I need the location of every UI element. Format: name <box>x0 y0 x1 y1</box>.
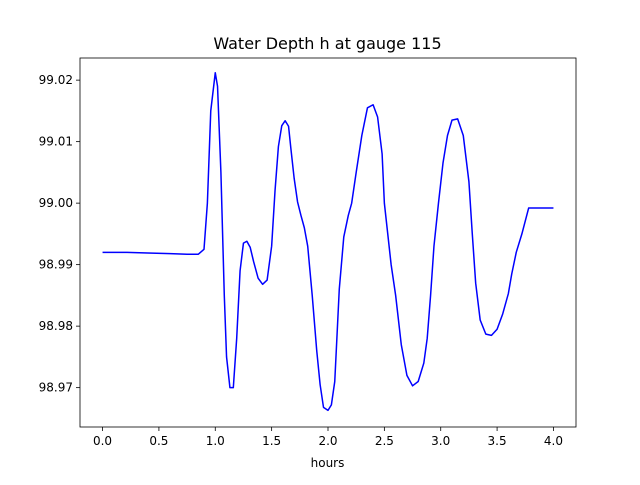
x-axis-label: hours <box>311 456 345 470</box>
axes-frame <box>79 57 577 428</box>
y-tick-label: 98.98 <box>39 319 73 333</box>
plot-area <box>79 57 577 428</box>
x-tick-label: 3.5 <box>488 434 507 448</box>
x-tick-label: 2.0 <box>318 434 337 448</box>
y-tick-label: 98.97 <box>39 381 73 395</box>
x-tick-label: 4.0 <box>544 434 563 448</box>
y-tick-label: 98.99 <box>39 258 73 272</box>
chart-title: Water Depth h at gauge 115 <box>213 34 441 53</box>
y-tick-label: 99.02 <box>39 73 73 87</box>
x-axis: 0.0 0.5 1.0 1.5 2.0 2.5 3.0 3.5 4.0 <box>93 427 563 448</box>
y-tick-label: 99.00 <box>39 196 73 210</box>
y-tick-label: 99.01 <box>39 135 73 149</box>
series-line-0 <box>102 72 554 412</box>
x-tick-label: 2.5 <box>375 434 394 448</box>
y-axis: 98.97 98.98 98.99 99.00 99.01 99.02 <box>39 73 80 395</box>
x-tick-label: 1.5 <box>262 434 281 448</box>
x-tick-label: 0.5 <box>149 434 168 448</box>
x-tick-label: 0.0 <box>93 434 112 448</box>
x-tick-label: 3.0 <box>431 434 450 448</box>
x-tick-label: 1.0 <box>206 434 225 448</box>
